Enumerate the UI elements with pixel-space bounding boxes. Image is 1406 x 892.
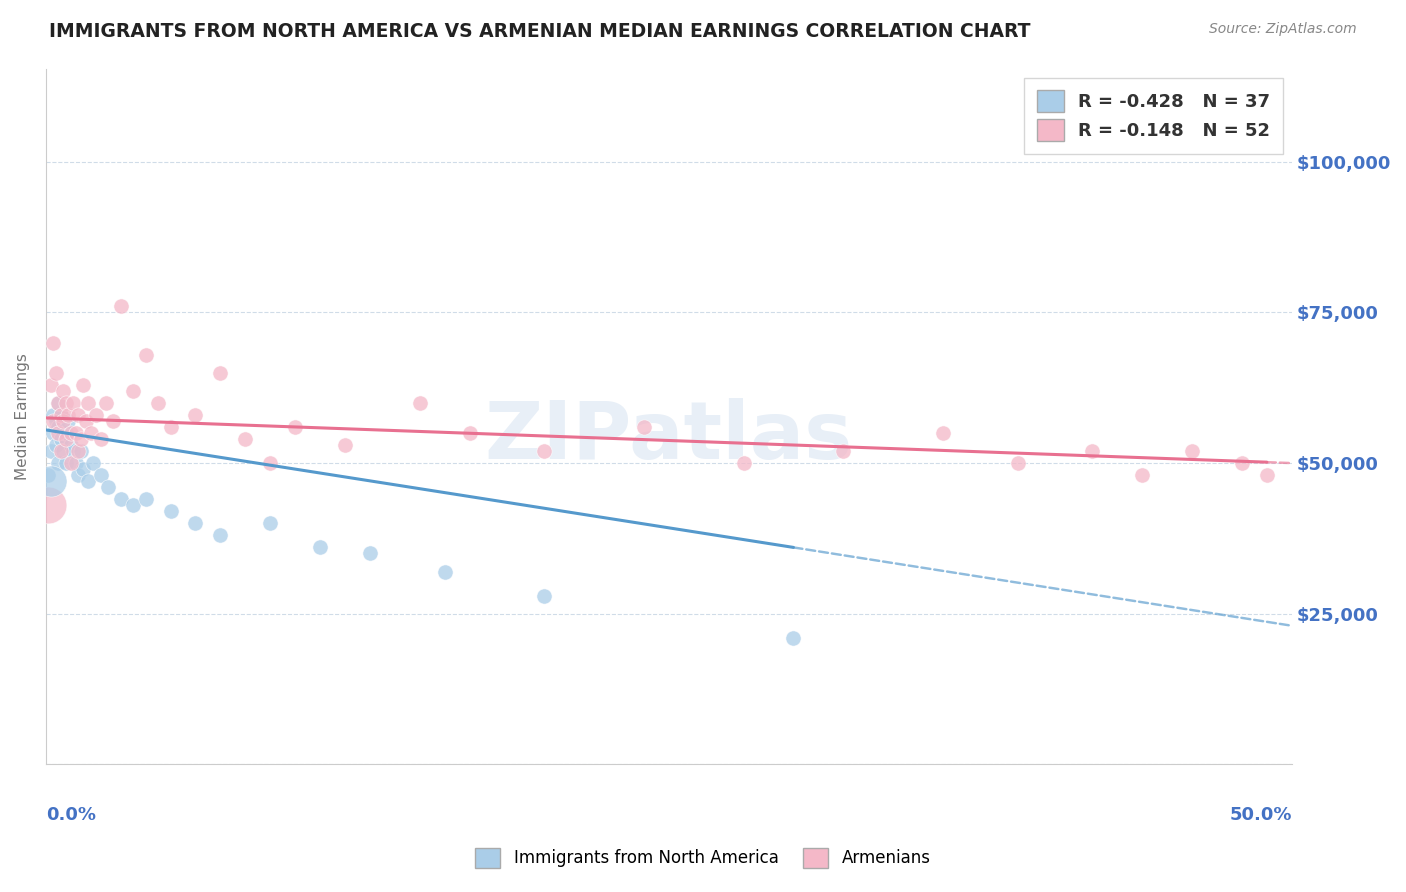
Point (48, 396, 70, 410)
Point (90, 468, 112, 483)
Point (59, 456, 82, 470)
Point (782, 631, 804, 645)
Point (1081, 444, 1104, 458)
Point (1130, 468, 1153, 483)
Point (1230, 456, 1253, 470)
Point (70, 432, 93, 446)
Point (67, 444, 90, 458)
Point (82, 456, 104, 470)
Point (62, 444, 84, 458)
Point (65, 425, 87, 440)
Point (55, 396, 77, 410)
Point (42, 335, 65, 350)
Point (533, 444, 555, 458)
Point (80, 425, 103, 440)
Point (84, 408, 107, 422)
Point (77, 474, 100, 488)
Point (533, 589, 555, 603)
Point (110, 492, 132, 507)
Text: Source: ZipAtlas.com: Source: ZipAtlas.com (1209, 22, 1357, 37)
Point (184, 408, 207, 422)
Point (48, 420, 70, 434)
Point (42, 408, 65, 422)
Point (59, 425, 82, 440)
Point (55, 456, 77, 470)
Point (48, 456, 70, 470)
Point (52, 444, 75, 458)
Point (146, 396, 169, 410)
Point (49, 408, 72, 422)
Point (184, 516, 207, 531)
Point (52, 414, 75, 428)
Point (97, 480, 120, 494)
Text: 50.0%: 50.0% (1229, 806, 1292, 824)
Point (832, 444, 855, 458)
Point (49, 408, 72, 422)
Point (135, 348, 157, 362)
Point (42, 414, 65, 428)
Point (209, 528, 232, 542)
Point (39, 444, 62, 458)
Point (39, 377, 62, 392)
Point (409, 396, 432, 410)
Point (1181, 444, 1204, 458)
Point (55, 425, 77, 440)
Point (458, 425, 481, 440)
Point (633, 420, 655, 434)
Point (49, 444, 72, 458)
Point (359, 546, 381, 560)
Point (284, 420, 307, 434)
Point (733, 456, 755, 470)
Point (94, 396, 117, 410)
Point (55, 432, 77, 446)
Point (135, 492, 157, 507)
Point (309, 541, 332, 555)
Point (45, 366, 67, 380)
Text: 0.0%: 0.0% (46, 806, 96, 824)
Point (37, 468, 59, 483)
Point (67, 468, 90, 483)
Point (259, 456, 281, 470)
Point (122, 384, 145, 398)
Point (62, 396, 84, 410)
Point (1256, 468, 1278, 483)
Point (433, 565, 456, 579)
Y-axis label: Median Earnings: Median Earnings (15, 353, 30, 480)
Point (1007, 456, 1029, 470)
Point (65, 456, 87, 470)
Point (58, 408, 80, 422)
Point (70, 444, 93, 458)
Point (58, 414, 80, 428)
Point (333, 438, 356, 452)
Point (90, 432, 112, 446)
Legend: Immigrants from North America, Armenians: Immigrants from North America, Armenians (468, 841, 938, 875)
Text: ZIPatlas: ZIPatlas (485, 398, 853, 476)
Point (52, 384, 75, 398)
Point (259, 516, 281, 531)
Point (45, 414, 67, 428)
Point (233, 432, 256, 446)
Point (932, 425, 955, 440)
Point (159, 420, 181, 434)
Point (67, 408, 90, 422)
Point (209, 366, 232, 380)
Point (122, 498, 145, 512)
Point (77, 396, 100, 410)
Point (159, 504, 181, 518)
Point (72, 462, 94, 476)
Point (75, 414, 97, 428)
Point (48, 396, 70, 410)
Point (110, 300, 132, 314)
Point (49, 432, 72, 446)
Point (45, 438, 67, 452)
Point (37, 498, 59, 512)
Point (103, 414, 125, 428)
Point (39, 474, 62, 488)
Point (42, 425, 65, 440)
Point (72, 377, 94, 392)
Legend: R = -0.428   N = 37, R = -0.148   N = 52: R = -0.428 N = 37, R = -0.148 N = 52 (1024, 78, 1282, 154)
Point (59, 438, 82, 452)
Text: IMMIGRANTS FROM NORTH AMERICA VS ARMENIAN MEDIAN EARNINGS CORRELATION CHART: IMMIGRANTS FROM NORTH AMERICA VS ARMENIA… (49, 22, 1031, 41)
Point (48, 425, 70, 440)
